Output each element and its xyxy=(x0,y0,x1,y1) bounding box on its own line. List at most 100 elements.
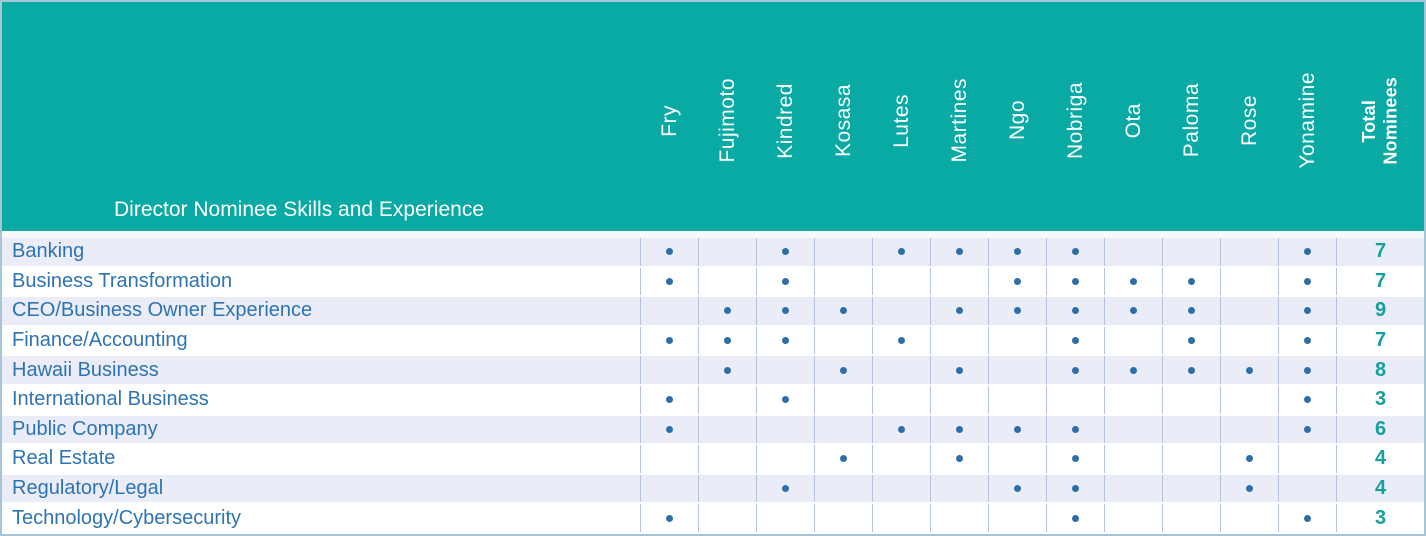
column-header-ota: Ota xyxy=(1105,2,1163,231)
matrix-cell-fry xyxy=(641,445,699,473)
dot-marker-icon xyxy=(1072,248,1079,256)
row-total: 7 xyxy=(1374,269,1387,292)
dot-marker-icon xyxy=(1304,248,1311,256)
column-header-kosasa: Kosasa xyxy=(815,2,873,231)
matrix-cell-ngo xyxy=(989,415,1047,444)
row-total: 7 xyxy=(1374,240,1387,263)
matrix-cell-fry xyxy=(641,504,699,532)
matrix-cell-lutes xyxy=(873,445,931,473)
row-label: Banking xyxy=(2,238,641,266)
row-label: Business Transformation xyxy=(2,267,641,296)
dot-marker-icon xyxy=(666,248,673,256)
matrix-cell-paloma xyxy=(1163,238,1221,266)
matrix-cell-rose xyxy=(1221,297,1279,325)
matrix-cell-martines xyxy=(931,504,989,532)
dot-marker-icon xyxy=(1072,425,1079,433)
row-total: 9 xyxy=(1374,299,1387,322)
matrix-cell-rose xyxy=(1221,386,1279,414)
table-row: Technology/Cybersecurity 3 xyxy=(2,504,1424,534)
matrix-cell-fry xyxy=(641,238,699,266)
dot-marker-icon xyxy=(724,366,731,374)
dot-marker-icon xyxy=(1130,307,1137,315)
column-header-label: Ota xyxy=(1122,102,1146,139)
table-row: Regulatory/Legal 4 xyxy=(2,474,1424,505)
matrix-cell-kindred xyxy=(757,474,815,503)
matrix-cell-paloma xyxy=(1163,445,1221,473)
column-header-label: Fujimoto xyxy=(716,78,740,163)
column-header-nobriga: Nobriga xyxy=(1047,2,1105,231)
matrix-cell-paloma xyxy=(1163,297,1221,325)
dot-marker-icon xyxy=(1304,425,1311,433)
dot-marker-icon xyxy=(1246,366,1253,374)
matrix-cell-kindred xyxy=(757,386,815,414)
matrix-cell-paloma xyxy=(1163,356,1221,384)
matrix-cell-fry xyxy=(641,267,699,296)
matrix-cell-kindred xyxy=(757,326,815,355)
column-header-label: Fry xyxy=(658,104,682,137)
column-header-lutes: Lutes xyxy=(873,2,931,231)
dot-marker-icon xyxy=(1014,248,1021,256)
matrix-cell-yonamine xyxy=(1279,267,1337,296)
column-header-paloma: Paloma xyxy=(1163,2,1221,231)
matrix-cell-ota xyxy=(1105,415,1163,444)
matrix-cell-rose xyxy=(1221,238,1279,266)
matrix-cell-fry xyxy=(641,386,699,414)
matrix-cell-lutes xyxy=(873,356,931,384)
total-header-label: Total Nominees xyxy=(1358,76,1401,165)
matrix-cell-rose xyxy=(1221,415,1279,444)
row-label: International Business xyxy=(2,386,641,414)
matrix-cell-martines xyxy=(931,415,989,444)
matrix-cell-ngo xyxy=(989,386,1047,414)
matrix-cell-fujimoto xyxy=(699,504,757,532)
matrix-cell-martines xyxy=(931,445,989,473)
matrix-cell-nobriga xyxy=(1047,297,1105,325)
dot-marker-icon xyxy=(666,337,673,345)
matrix-cell-fujimoto xyxy=(699,238,757,266)
dot-marker-icon xyxy=(1246,455,1253,463)
dot-marker-icon xyxy=(1014,485,1021,493)
dot-marker-icon xyxy=(782,277,789,285)
matrix-cell-yonamine xyxy=(1279,386,1337,414)
row-total: 4 xyxy=(1374,477,1387,500)
column-header-ngo: Ngo xyxy=(989,2,1047,231)
table-title-cell: Director Nominee Skills and Experience xyxy=(2,2,641,231)
dot-marker-icon xyxy=(1130,277,1137,285)
dot-marker-icon xyxy=(1130,366,1137,374)
matrix-cell-fujimoto xyxy=(699,297,757,325)
matrix-cell-kosasa xyxy=(815,238,873,266)
row-total: 3 xyxy=(1374,506,1387,529)
column-header-rose: Rose xyxy=(1221,2,1279,231)
matrix-cell-yonamine xyxy=(1279,297,1337,325)
dot-marker-icon xyxy=(840,366,847,374)
dot-marker-icon xyxy=(782,396,789,404)
row-total: 7 xyxy=(1374,329,1387,352)
dot-marker-icon xyxy=(1072,366,1079,374)
row-total: 4 xyxy=(1374,447,1387,470)
matrix-cell-paloma xyxy=(1163,504,1221,532)
row-label: Regulatory/Legal xyxy=(2,474,641,503)
matrix-cell-nobriga xyxy=(1047,445,1105,473)
matrix-cell-paloma xyxy=(1163,386,1221,414)
header-body-divider xyxy=(2,231,1424,238)
dot-marker-icon xyxy=(956,455,963,463)
row-label: Public Company xyxy=(2,415,641,444)
matrix-cell-fry xyxy=(641,415,699,444)
matrix-cell-fujimoto xyxy=(699,267,757,296)
dot-marker-icon xyxy=(898,337,905,345)
dot-marker-icon xyxy=(898,248,905,256)
table-row: Hawaii Business 8 xyxy=(2,356,1424,386)
dot-marker-icon xyxy=(1246,485,1253,493)
matrix-cell-martines xyxy=(931,326,989,355)
matrix-cell-martines xyxy=(931,356,989,384)
matrix-cell-lutes xyxy=(873,415,931,444)
matrix-cell-rose xyxy=(1221,267,1279,296)
matrix-cell-martines xyxy=(931,267,989,296)
matrix-cell-fry xyxy=(641,297,699,325)
dot-marker-icon xyxy=(1188,307,1195,315)
column-header-kindred: Kindred xyxy=(757,2,815,231)
matrix-cell-kosasa xyxy=(815,415,873,444)
matrix-cell-martines xyxy=(931,238,989,266)
matrix-cell-fujimoto xyxy=(699,474,757,503)
dot-marker-icon xyxy=(666,514,673,522)
matrix-cell-kindred xyxy=(757,267,815,296)
